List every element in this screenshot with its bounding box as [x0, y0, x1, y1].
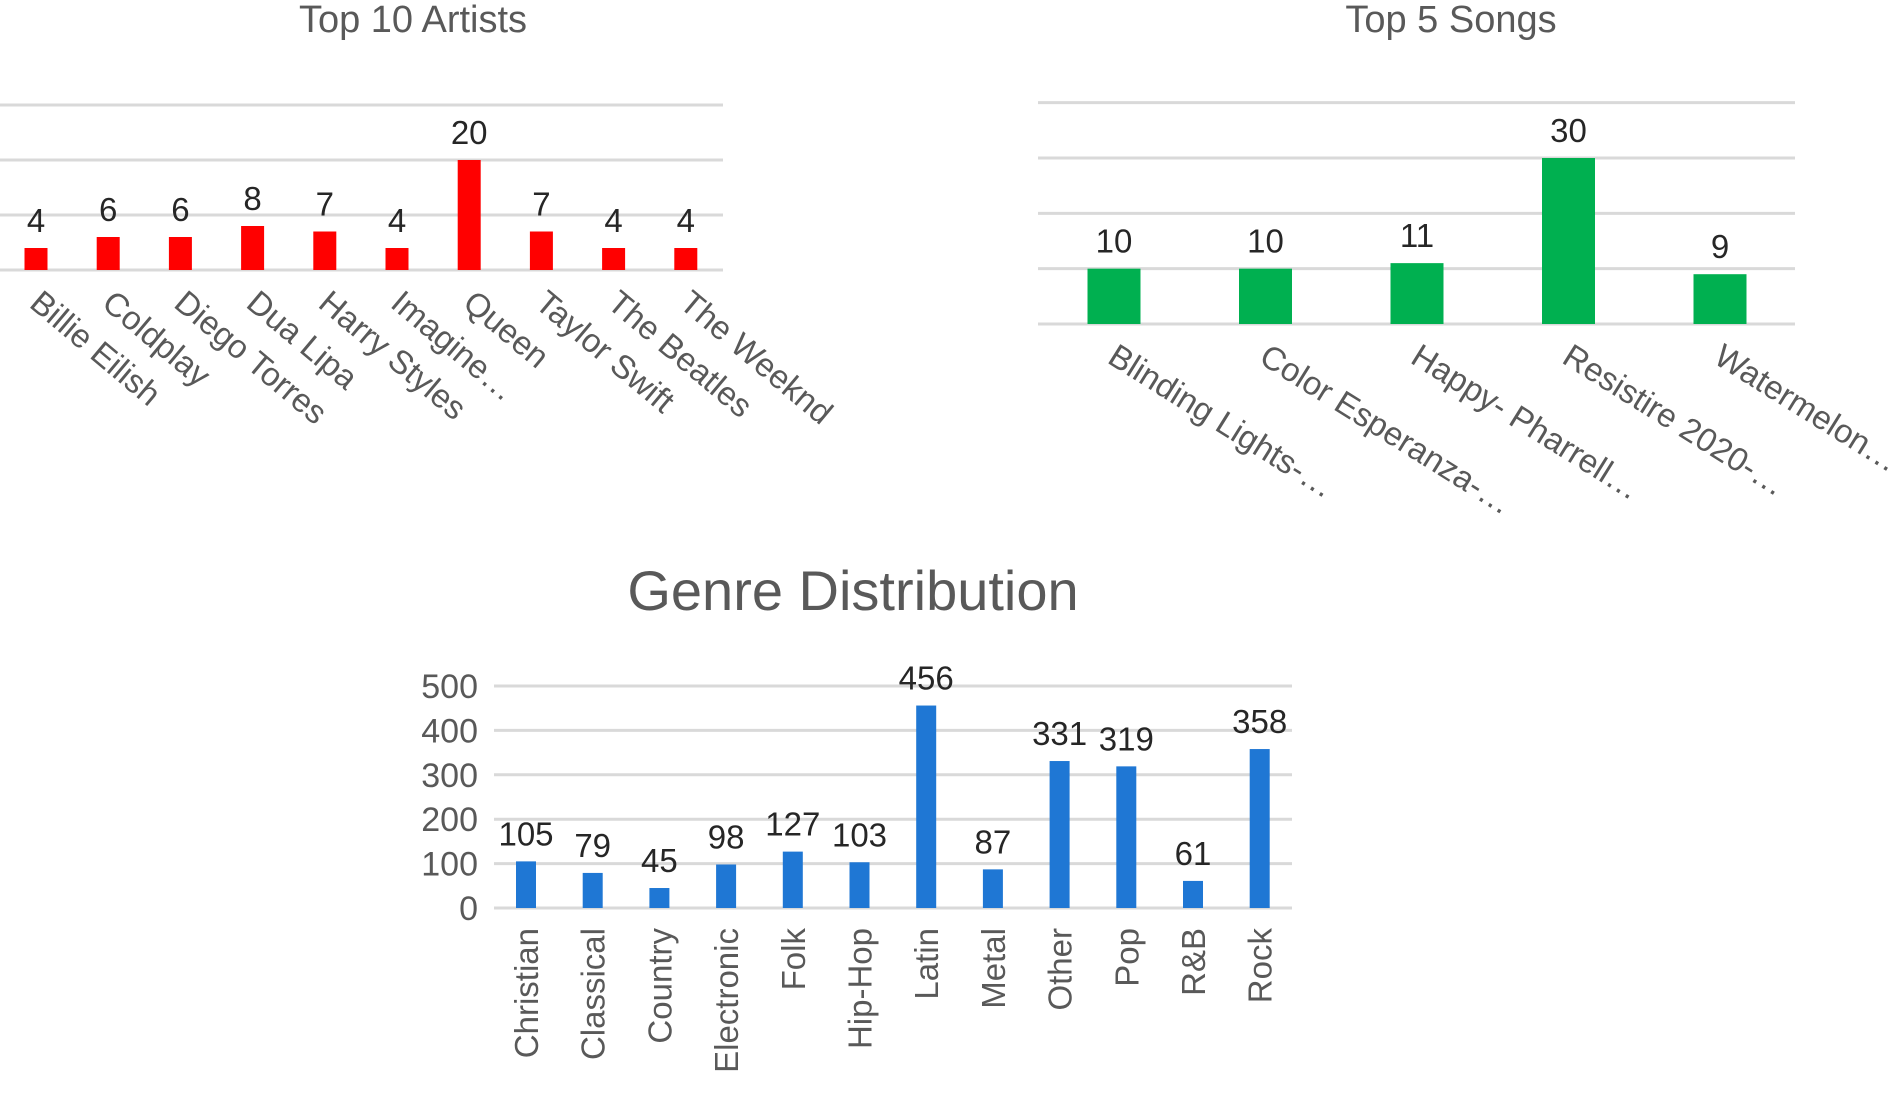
bar: [313, 231, 337, 270]
y-tick-label: 100: [421, 846, 478, 884]
category-label: Country: [641, 928, 678, 1044]
bar: [241, 226, 265, 270]
bar: [1183, 880, 1203, 908]
gridlines: [494, 684, 1292, 910]
category-label: Color Esperanza-…: [1254, 337, 1519, 522]
genre-distribution-chart: Genre Distribution 0 100 200 300 400 500 105 7…: [421, 559, 1292, 1073]
bar: [1087, 268, 1141, 324]
y-tick-labels: 0 100 200 300 400 500: [421, 668, 478, 928]
data-label: 4: [27, 202, 45, 239]
bar: [1239, 268, 1292, 324]
data-label: 87: [975, 823, 1012, 860]
bar: [96, 237, 120, 270]
data-label: 61: [1175, 835, 1212, 872]
data-label: 105: [498, 815, 553, 852]
bar: [1390, 263, 1444, 324]
top-songs-chart: Top 5 Songs 10 10 11 30 9 Blinding Lights-…C…: [1038, 0, 1892, 521]
bar: [1049, 761, 1070, 908]
data-label: 6: [99, 191, 117, 228]
data-labels: 4 6 6 8 7 4 20 7 4 4: [27, 114, 695, 239]
data-label: 9: [1711, 228, 1729, 265]
data-label: 4: [604, 202, 622, 239]
bar: [1693, 274, 1747, 324]
data-label: 11: [1400, 217, 1434, 254]
category-label: Other: [1042, 928, 1079, 1011]
data-label: 4: [677, 202, 695, 239]
data-label: 30: [1550, 112, 1587, 149]
bar: [582, 872, 603, 908]
category-label: Metal: [975, 928, 1012, 1009]
bar: [716, 864, 737, 908]
bar: [982, 869, 1003, 908]
bar: [24, 248, 48, 270]
category-label: Latin: [908, 928, 945, 1000]
bar: [674, 248, 698, 270]
chart-title: Genre Distribution: [627, 559, 1078, 622]
bar: [782, 851, 803, 908]
data-label: 20: [451, 114, 488, 151]
category-label: Classical: [575, 928, 612, 1060]
category-labels: Blinding Lights-…Color Esperanza-…Happy-…: [1102, 337, 1892, 522]
top-artists-chart: Top 10 Artists 4 6 6 8 7 4 20 7 4 4 Billie Eilish…: [0, 0, 840, 431]
data-label: 319: [1099, 720, 1154, 757]
data-label: 79: [574, 827, 611, 864]
category-label: Pop: [1108, 928, 1145, 987]
bar: [849, 862, 870, 908]
category-label: Hip-Hop: [842, 928, 879, 1049]
y-tick-label: 0: [459, 890, 478, 928]
data-label: 6: [171, 191, 189, 228]
category-label: Rock: [1242, 928, 1279, 1004]
bars: [1087, 158, 1747, 324]
bar: [529, 231, 553, 270]
data-label: 45: [641, 842, 678, 879]
bar: [1249, 749, 1270, 908]
data-label: 4: [388, 202, 406, 239]
data-label: 7: [532, 186, 550, 223]
data-label: 7: [316, 186, 334, 223]
data-label: 8: [243, 180, 261, 217]
data-label: 358: [1232, 703, 1287, 740]
category-label: Folk: [775, 928, 812, 991]
bar: [1542, 158, 1595, 324]
bars: [24, 160, 698, 270]
data-labels: 105 79 45 98 127 103 456 87 331 319 61 358: [498, 660, 1287, 879]
data-label: 456: [899, 660, 954, 697]
bar: [516, 861, 536, 908]
bar: [457, 160, 481, 270]
data-label: 10: [1247, 223, 1284, 260]
data-label: 127: [765, 806, 820, 843]
chart-title: Top 5 Songs: [1345, 0, 1556, 41]
data-label: 331: [1032, 715, 1087, 752]
y-tick-label: 400: [421, 712, 478, 750]
bars: [516, 705, 1270, 908]
bar: [916, 705, 937, 908]
bar: [385, 248, 409, 270]
y-tick-label: 300: [421, 757, 478, 795]
chart-title: Top 10 Artists: [299, 0, 527, 41]
bar: [602, 248, 626, 270]
category-label: R&B: [1175, 928, 1212, 996]
category-label: Electronic: [708, 928, 745, 1073]
category-labels: Christian Classical Country Electronic Folk H…: [508, 928, 1279, 1073]
category-label: Christian: [508, 928, 545, 1058]
data-label: 103: [832, 816, 887, 853]
bar: [649, 888, 670, 908]
bar: [168, 237, 192, 270]
data-label: 98: [708, 818, 745, 855]
data-label: 10: [1096, 223, 1133, 260]
y-tick-label: 500: [421, 668, 478, 706]
bar: [1116, 766, 1137, 908]
y-tick-label: 200: [421, 801, 478, 839]
data-labels: 10 10 11 30 9: [1096, 112, 1730, 265]
